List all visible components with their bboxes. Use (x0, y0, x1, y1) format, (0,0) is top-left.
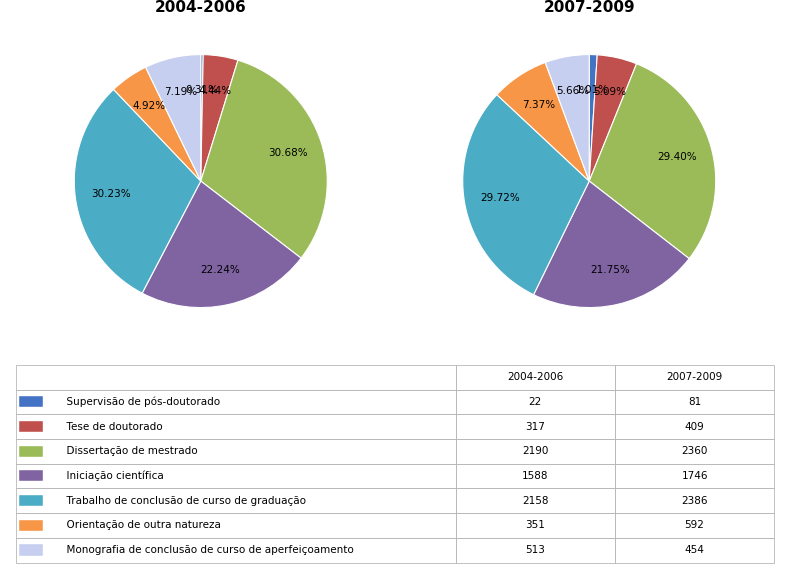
Wedge shape (201, 60, 327, 258)
Text: 7.19%: 7.19% (164, 87, 197, 98)
Wedge shape (201, 55, 203, 181)
Wedge shape (201, 55, 238, 181)
Text: 1.01%: 1.01% (576, 85, 608, 95)
Text: 21.75%: 21.75% (590, 265, 630, 275)
Text: 7.37%: 7.37% (522, 100, 555, 110)
Text: 30.68%: 30.68% (268, 149, 307, 158)
Title: 2007-2009: 2007-2009 (544, 0, 635, 15)
Wedge shape (497, 63, 589, 181)
Wedge shape (74, 90, 201, 293)
Text: 0.31%: 0.31% (185, 85, 218, 95)
Wedge shape (589, 55, 597, 181)
Text: 5.66%: 5.66% (557, 87, 589, 96)
Wedge shape (145, 55, 201, 181)
Text: 29.40%: 29.40% (657, 152, 697, 162)
Text: 29.72%: 29.72% (480, 192, 520, 203)
Wedge shape (545, 55, 589, 181)
Wedge shape (589, 55, 637, 181)
Wedge shape (114, 67, 201, 181)
Text: 22.24%: 22.24% (201, 265, 240, 275)
Text: 4.92%: 4.92% (133, 101, 165, 111)
Wedge shape (533, 181, 689, 308)
Wedge shape (142, 181, 301, 308)
Text: 30.23%: 30.23% (91, 189, 130, 199)
Text: 4.44%: 4.44% (198, 86, 231, 96)
Title: 2004-2006: 2004-2006 (155, 0, 246, 15)
Text: 5.09%: 5.09% (593, 87, 626, 97)
Wedge shape (589, 64, 716, 259)
Wedge shape (463, 95, 589, 294)
